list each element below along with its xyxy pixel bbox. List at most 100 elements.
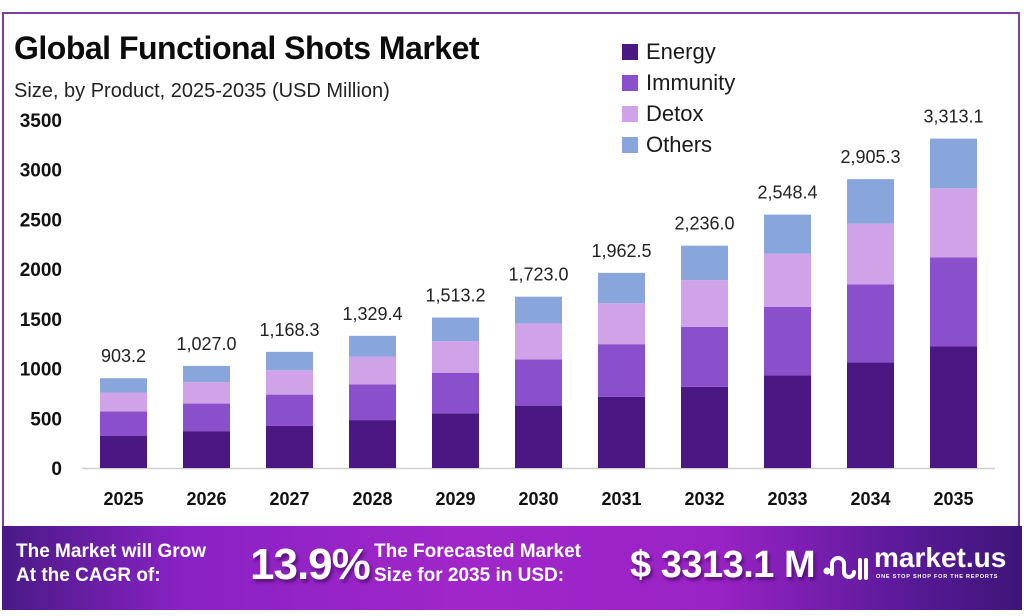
cagr-label-line2: At the CAGR of: xyxy=(16,565,161,586)
total-label-2034: 2,905.3 xyxy=(840,147,900,167)
stacked-bar-chart: 0 500 1000 1500 2000 2500 3000 3500 903.2 2025 1,0… xyxy=(20,107,995,509)
bar-segment-others-2033 xyxy=(764,214,811,254)
forecast-label-line2: Size for 2035 in USD: xyxy=(374,565,565,586)
bar-segment-detox-2032 xyxy=(681,280,728,327)
y-tick-label: 500 xyxy=(30,409,62,430)
bar-segment-others-2025 xyxy=(100,378,147,393)
bar-segment-energy-2029 xyxy=(432,413,479,468)
legend-item-detox: Detox xyxy=(622,98,735,129)
x-tick-label-2030: 2030 xyxy=(518,489,558,509)
bar-segment-energy-2027 xyxy=(266,425,313,468)
legend-item-others: Others xyxy=(622,129,735,160)
bar-segment-detox-2029 xyxy=(432,341,479,373)
legend: Energy Immunity Detox Others xyxy=(622,36,735,160)
total-label-2028: 1,329.4 xyxy=(342,304,402,324)
x-tick-label-2032: 2032 xyxy=(684,489,724,509)
bar-segment-immunity-2028 xyxy=(349,384,396,421)
bar-segment-detox-2033 xyxy=(764,253,811,307)
bar-segment-detox-2027 xyxy=(266,370,313,395)
x-tick-label-2034: 2034 xyxy=(850,489,890,509)
cagr-value: 13.9% xyxy=(250,540,371,589)
legend-swatch-detox xyxy=(622,105,638,122)
total-label-2025: 903.2 xyxy=(101,346,146,366)
x-tick-label-2029: 2029 xyxy=(435,489,475,509)
total-label-2032: 2,236.0 xyxy=(674,214,734,234)
y-tick-label: 2000 xyxy=(20,260,62,281)
bar-segment-detox-2034 xyxy=(847,223,894,285)
bar-segment-immunity-2025 xyxy=(100,411,147,436)
legend-label-immunity: Immunity xyxy=(646,69,736,95)
total-label-2031: 1,962.5 xyxy=(591,241,651,261)
bar-segment-immunity-2034 xyxy=(847,284,894,363)
cagr-label: The Market will Grow At the CAGR of: xyxy=(16,540,206,588)
bar-segment-others-2035 xyxy=(930,138,977,189)
chart-title: Global Functional Shots Market xyxy=(14,30,480,66)
bar-segment-energy-2025 xyxy=(100,435,147,468)
legend-swatch-others xyxy=(622,136,638,153)
bar-segment-immunity-2030 xyxy=(515,359,562,406)
y-tick-label: 3000 xyxy=(20,161,62,182)
y-tick-label: 3500 xyxy=(20,111,62,132)
bar-segment-energy-2032 xyxy=(681,386,728,468)
legend-label-energy: Energy xyxy=(646,38,716,64)
bar-segment-immunity-2027 xyxy=(266,394,313,426)
bar-segment-energy-2030 xyxy=(515,405,562,468)
x-tick-label-2026: 2026 xyxy=(186,489,226,509)
x-tick-label-2028: 2028 xyxy=(352,489,392,509)
total-label-2035: 3,313.1 xyxy=(923,107,983,127)
bar-segment-energy-2031 xyxy=(598,396,645,468)
bar-segment-detox-2025 xyxy=(100,392,147,412)
x-tick-label-2025: 2025 xyxy=(103,489,143,509)
bar-segment-energy-2033 xyxy=(764,375,811,468)
bar-segment-immunity-2029 xyxy=(432,372,479,414)
bar-segment-others-2027 xyxy=(266,351,313,371)
y-tick-label: 1000 xyxy=(20,360,62,381)
market-us-logo-icon xyxy=(823,556,868,580)
forecast-label-line1: The Forecasted Market xyxy=(374,541,581,562)
bar-segment-energy-2034 xyxy=(847,362,894,468)
bar-segment-others-2034 xyxy=(847,179,894,224)
total-label-2033: 2,548.4 xyxy=(757,183,817,203)
x-tick-label-2031: 2031 xyxy=(601,489,641,509)
y-tick-label: 1500 xyxy=(20,310,62,331)
bar-segment-others-2029 xyxy=(432,317,479,342)
bar-segment-others-2030 xyxy=(515,296,562,324)
bar-segment-energy-2028 xyxy=(349,420,396,468)
bar-segment-immunity-2035 xyxy=(930,257,977,347)
bar-segment-others-2026 xyxy=(183,365,230,383)
forecast-value: $ 3313.1 M xyxy=(630,544,816,586)
bar-segment-detox-2035 xyxy=(930,188,977,258)
forecast-label: The Forecasted Market Size for 2035 in U… xyxy=(374,540,581,588)
brand-name: market.us xyxy=(874,542,1007,573)
x-tick-label-2035: 2035 xyxy=(933,489,973,509)
bar-segment-detox-2030 xyxy=(515,323,562,360)
bar-segment-immunity-2033 xyxy=(764,306,811,376)
bar-segment-immunity-2026 xyxy=(183,403,230,432)
y-tick-label: 2500 xyxy=(20,210,62,231)
legend-label-others: Others xyxy=(646,131,713,157)
bar-segment-immunity-2031 xyxy=(598,344,645,397)
chart-subtitle: Size, by Product, 2025-2035 (USD Million… xyxy=(14,80,390,102)
bar-segment-others-2028 xyxy=(349,335,396,357)
bar-segment-immunity-2032 xyxy=(681,326,728,387)
legend-item-immunity: Immunity xyxy=(622,67,735,98)
bar-segment-others-2032 xyxy=(681,245,728,281)
bar-segment-detox-2031 xyxy=(598,303,645,345)
bar-segment-energy-2026 xyxy=(183,431,230,468)
legend-swatch-energy xyxy=(622,43,638,60)
total-label-2029: 1,513.2 xyxy=(425,286,485,306)
total-label-2030: 1,723.0 xyxy=(508,265,568,285)
legend-label-detox: Detox xyxy=(646,100,704,126)
summary-banner: The Market will Grow At the CAGR of: 13.… xyxy=(2,526,1022,610)
brand-tagline: ONE STOP SHOP FOR THE REPORTS xyxy=(876,574,999,580)
cagr-label-line1: The Market will Grow xyxy=(16,541,207,562)
bar-segment-energy-2035 xyxy=(930,346,977,468)
x-tick-label-2033: 2033 xyxy=(767,489,807,509)
bar-segment-others-2031 xyxy=(598,272,645,304)
legend-swatch-immunity xyxy=(622,74,638,91)
bar-segment-detox-2028 xyxy=(349,356,396,385)
y-tick-label: 0 xyxy=(51,459,62,480)
bar-segment-detox-2026 xyxy=(183,382,230,404)
total-label-2027: 1,168.3 xyxy=(259,320,319,340)
total-label-2026: 1,027.0 xyxy=(176,334,236,354)
